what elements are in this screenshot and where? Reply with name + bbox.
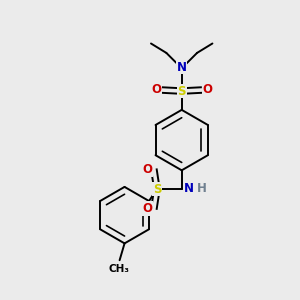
Text: CH₃: CH₃ bbox=[108, 264, 129, 274]
Text: O: O bbox=[202, 83, 212, 96]
Text: O: O bbox=[142, 202, 152, 215]
Text: N: N bbox=[177, 61, 187, 74]
Text: N: N bbox=[184, 182, 194, 195]
Text: S: S bbox=[153, 183, 161, 196]
Text: O: O bbox=[142, 163, 152, 176]
Text: H: H bbox=[197, 182, 207, 195]
Text: S: S bbox=[178, 85, 186, 98]
Text: O: O bbox=[151, 83, 161, 96]
